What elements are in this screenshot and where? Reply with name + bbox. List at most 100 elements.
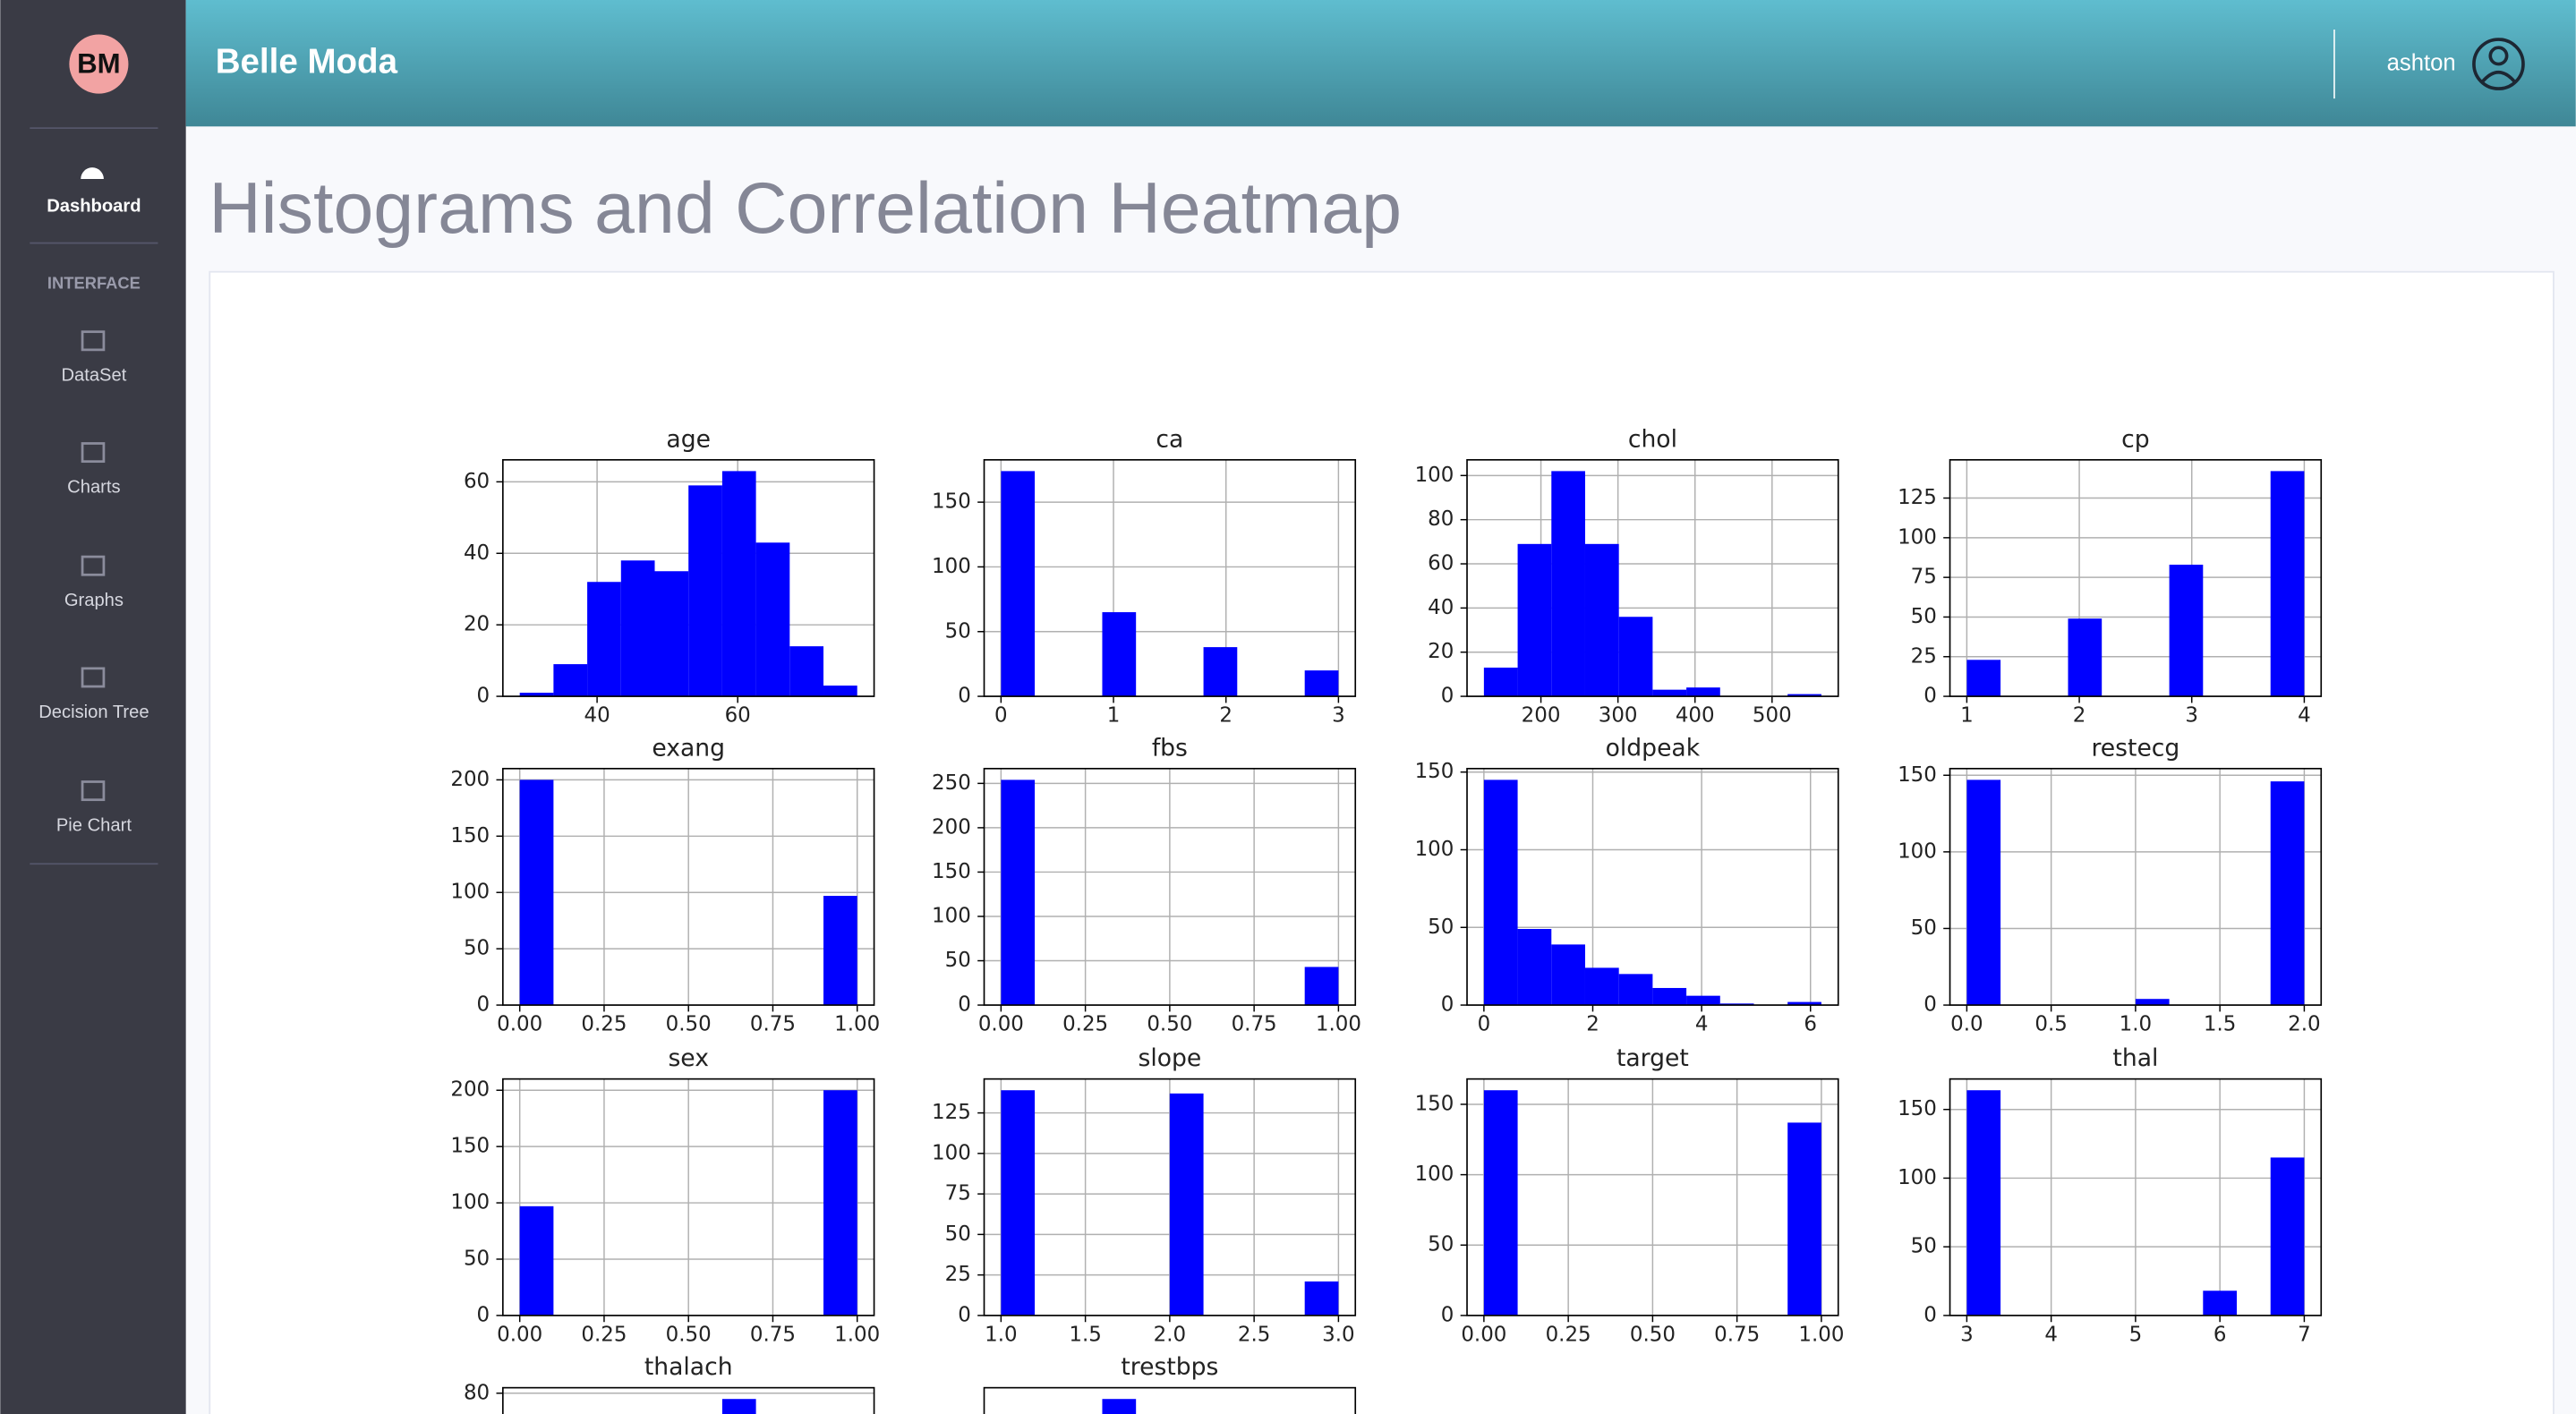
y-tick-label: 0 (1923, 1303, 1937, 1326)
chart-title: chol (1628, 425, 1677, 453)
chart-title: target (1616, 1044, 1689, 1072)
bar (1584, 967, 1619, 1006)
nav-icon (81, 167, 104, 180)
bar (2270, 471, 2305, 697)
y-tick-label: 0 (1441, 685, 1454, 708)
user-menu[interactable]: ashton (2387, 38, 2525, 90)
histogram: age 40 60 0 20 40 60 (464, 425, 875, 728)
bar (789, 646, 824, 697)
bar (2169, 564, 2204, 697)
bar (823, 686, 857, 697)
y-tick-label: 50 (945, 949, 971, 972)
nav-icon (81, 555, 106, 576)
histogram: ca 0 1 2 3 0 50 100 150 (932, 425, 1357, 728)
bar (1102, 1399, 1137, 1414)
x-tick-label: 2.5 (1238, 1323, 1270, 1346)
bar (620, 560, 655, 697)
histogram: oldpeak 0 2 4 6 0 50 100 150 (1415, 734, 1839, 1036)
y-tick-label: 250 (932, 771, 971, 795)
x-tick-label: 2.0 (2288, 1013, 2320, 1036)
brand: Belle Moda (216, 43, 398, 81)
bar (1787, 1001, 1821, 1006)
nav-item[interactable]: Decision Tree (38, 667, 149, 722)
bar (1001, 471, 1036, 697)
chart-title: slope (1138, 1044, 1201, 1072)
nav-label: Dashboard (47, 197, 141, 217)
bar (1304, 1281, 1339, 1316)
axes-frame (983, 458, 1357, 697)
y-tick-label: 125 (932, 1101, 971, 1124)
y-tick-label: 200 (932, 815, 971, 839)
x-tick-label: 60 (725, 704, 751, 728)
axes-frame (502, 1078, 875, 1316)
y-tick-label: 100 (1415, 838, 1454, 861)
x-tick-label: 0.25 (581, 1013, 627, 1036)
bar (721, 1399, 756, 1414)
x-tick-label: 3 (1960, 1323, 1974, 1346)
y-tick-label: 100 (932, 1141, 971, 1164)
y-tick-label: 50 (1911, 605, 1937, 628)
y-tick-label: 150 (450, 824, 490, 848)
nav-label: Decision Tree (38, 703, 149, 722)
bar (1652, 689, 1687, 697)
nav-item[interactable]: Pie Chart (56, 780, 132, 835)
y-tick-label: 150 (1415, 1092, 1454, 1115)
y-tick-label: 200 (450, 1078, 490, 1102)
nav-label: Charts (67, 477, 120, 497)
chart-title: thalach (644, 1353, 733, 1381)
x-tick-label: 0.50 (666, 1323, 712, 1346)
nav-dashboard[interactable]: Dashboard (47, 167, 141, 217)
axes-frame (983, 767, 1357, 1006)
x-tick-label: 4 (2044, 1323, 2058, 1346)
bar (2270, 1157, 2305, 1316)
axes-frame (1466, 1078, 1839, 1316)
bar (1719, 1003, 1754, 1006)
y-tick-label: 25 (1911, 644, 1937, 668)
chart-title: sex (668, 1044, 709, 1072)
bar (1618, 974, 1653, 1006)
bar (688, 485, 722, 697)
card (209, 270, 2555, 1414)
logo-text: BM (77, 48, 121, 80)
chart-title: oldpeak (1606, 734, 1701, 762)
histogram: sex 0.00 0.25 0.50 0.75 1.00 0 50 100 150 200 (450, 1044, 880, 1346)
histogram: slope 1.0 1.5 2.0 2.5 3.0 0 25 50 75 100 125 (932, 1044, 1357, 1346)
y-tick-label: 0 (958, 993, 971, 1017)
axes-frame (983, 1386, 1357, 1414)
x-tick-label: 200 (1522, 704, 1561, 728)
x-tick-label: 1.00 (1316, 1013, 1361, 1036)
x-tick-label: 0.50 (1630, 1323, 1676, 1346)
y-tick-label: 0 (1923, 685, 1937, 708)
x-tick-label: 6 (1804, 1013, 1817, 1036)
histogram: chol 200 300 400 500 0 20 40 60 80 100 (1415, 425, 1839, 728)
y-tick-label: 150 (1415, 760, 1454, 783)
y-tick-label: 125 (1898, 486, 1937, 509)
axes-frame (1949, 458, 2323, 697)
y-tick-label: 20 (1428, 640, 1454, 663)
nav-item[interactable]: Charts (67, 442, 121, 497)
y-tick-label: 100 (932, 555, 971, 578)
bar (823, 896, 857, 1006)
bar (2203, 1290, 2238, 1316)
x-tick-label: 1 (1107, 704, 1121, 728)
nav-label: DataSet (61, 366, 126, 386)
nav-icon (81, 667, 106, 688)
y-tick-label: 40 (1428, 596, 1454, 619)
logo[interactable]: BM (69, 34, 129, 94)
nav-item[interactable]: DataSet (61, 330, 127, 386)
bar (1686, 687, 1720, 697)
x-tick-label: 0 (1478, 1013, 1491, 1036)
bar (519, 1205, 554, 1316)
bar (1169, 1093, 1204, 1316)
bar (1787, 1122, 1821, 1316)
bar (1551, 471, 1585, 697)
nav-item[interactable]: Graphs (64, 555, 124, 610)
bar (1517, 929, 1552, 1006)
bar (1966, 660, 2001, 697)
bar (1652, 987, 1687, 1006)
y-tick-label: 0 (477, 685, 490, 708)
x-tick-label: 4 (2298, 704, 2311, 728)
bar (1001, 1090, 1036, 1316)
